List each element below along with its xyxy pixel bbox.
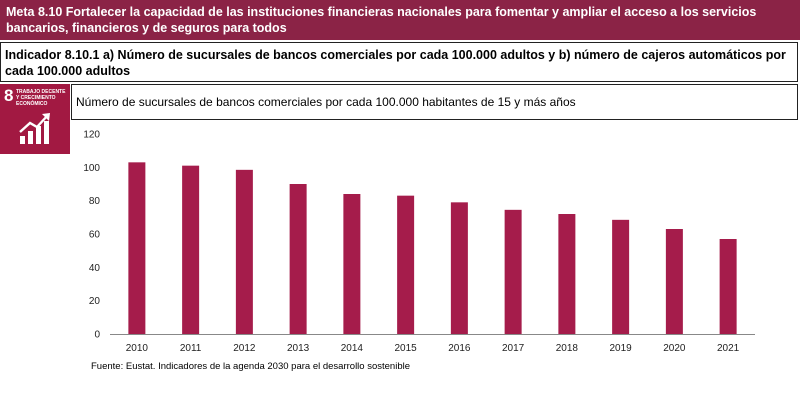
bar-2012 (235, 169, 253, 334)
indicator-box: Indicador 8.10.1 a) Número de sucursales… (0, 42, 798, 82)
x-tick-label: 2018 (556, 343, 579, 354)
x-tick-label: 2014 (341, 343, 364, 354)
bar-2014 (343, 194, 361, 334)
subtitle-box: Número de sucursales de bancos comercial… (71, 84, 798, 120)
y-tick-label: 0 (94, 330, 100, 341)
bar-2011 (182, 165, 200, 334)
sdg-badge: 8 TRABAJO DECENTE Y CRECIMIENTO ECONÓMIC… (0, 84, 70, 154)
y-axis: 0 20 40 60 80 100 120 (83, 130, 100, 341)
x-tick-label: 2020 (663, 343, 686, 354)
bar-2018 (558, 214, 576, 334)
bar-2016 (450, 202, 468, 334)
bar-chart: 0 20 40 60 80 100 120 2010 2011 2012 2013 2014 2015… (83, 130, 755, 354)
bar-2017 (504, 209, 522, 334)
source-note: Fuente: Eustat. Indicadores de la agenda… (91, 361, 410, 372)
y-tick-label: 80 (89, 196, 101, 207)
indicator-title: Indicador 8.10.1 a) Número de sucursales… (5, 48, 786, 78)
bar-2021 (719, 239, 737, 334)
y-tick-label: 100 (83, 163, 100, 174)
x-tick-label: 2010 (126, 343, 149, 354)
x-tick-label: 2012 (233, 343, 256, 354)
sdg-number: 8 (4, 86, 14, 105)
x-tick-label: 2015 (395, 343, 418, 354)
meta-title: Meta 8.10 Fortalecer la capacidad de las… (6, 5, 757, 35)
meta-banner: Meta 8.10 Fortalecer la capacidad de las… (0, 0, 800, 40)
x-tick-label: 2016 (448, 343, 471, 354)
x-tick-label: 2021 (717, 343, 740, 354)
x-tick-label: 2017 (502, 343, 525, 354)
x-tick-label: 2011 (180, 343, 202, 354)
x-tick-label: 2019 (610, 343, 633, 354)
y-tick-label: 40 (89, 263, 101, 274)
y-tick-label: 60 (89, 230, 101, 241)
chart-subtitle: Número de sucursales de bancos comercial… (76, 95, 576, 109)
bars (128, 162, 737, 334)
sdg-label: TRABAJO DECENTE Y CRECIMIENTO ECONÓMICO (16, 89, 66, 107)
y-tick-label: 120 (83, 130, 100, 141)
bar-2019 (612, 219, 630, 334)
bar-2010 (128, 162, 146, 334)
x-tick-label: 2013 (287, 343, 310, 354)
y-tick-label: 20 (89, 296, 101, 307)
growth-chart-icon (19, 113, 50, 144)
bar-2020 (665, 229, 683, 334)
x-axis: 2010 2011 2012 2013 2014 2015 2016 2017 2018 2019… (126, 343, 740, 354)
bar-2013 (289, 184, 307, 334)
bar-2015 (397, 195, 415, 334)
